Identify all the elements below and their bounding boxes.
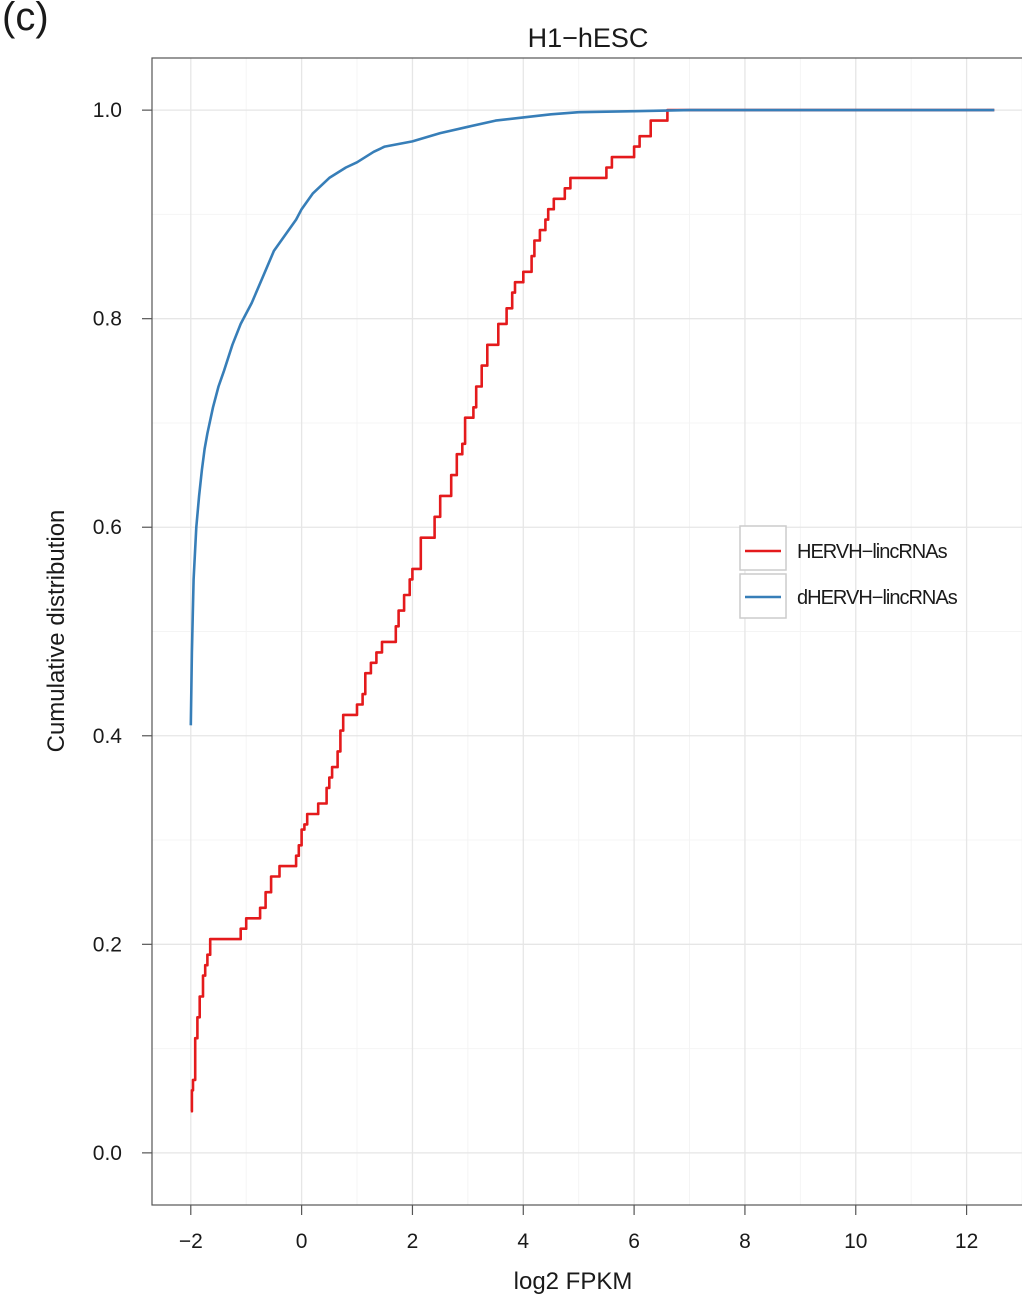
x-tick-label: 8	[739, 1230, 751, 1253]
y-tick-label: 0.8	[93, 308, 122, 331]
legend-key-box-1	[739, 525, 787, 571]
grid-layer	[152, 58, 1022, 1205]
y-tick-label: 0.2	[93, 933, 122, 956]
series-dhervh-line	[189, 108, 995, 726]
legend-label-dhervh: dHERVH−lincRNAs	[797, 587, 958, 609]
y-tick-label: 0.4	[93, 725, 123, 748]
legend: HERVH−lincRNAs dHERVH−lincRNAs	[739, 525, 959, 619]
x-tick-label: 4	[517, 1230, 529, 1253]
y-tick-label: 1.0	[93, 99, 122, 122]
chart-title: H1−hESC	[528, 23, 649, 53]
y-axis-label: Cumulative distribution	[43, 510, 70, 753]
x-tick-label: −2	[179, 1230, 203, 1253]
x-tick-label: 10	[844, 1230, 867, 1253]
tick-layer: −2 0 2 4 6 8 10 12 0.0 0.2 0.4 0.6 0.8 1.0	[93, 99, 978, 1253]
x-tick-label: 0	[296, 1230, 308, 1253]
legend-label-hervh: HERVH−lincRNAs	[797, 541, 948, 563]
x-tick-label: 6	[628, 1230, 640, 1253]
series-layer	[189, 108, 995, 1113]
plot-frame	[151, 57, 1022, 1206]
panel-label: (c)	[2, 0, 49, 39]
x-tick-label: 2	[407, 1230, 419, 1253]
x-tick-label: 12	[955, 1230, 978, 1253]
y-tick-label: 0.0	[93, 1142, 122, 1165]
series-hervh-line	[190, 108, 995, 1113]
x-axis-label: log2 FPKM	[514, 1268, 633, 1295]
y-tick-label: 0.6	[93, 516, 122, 539]
